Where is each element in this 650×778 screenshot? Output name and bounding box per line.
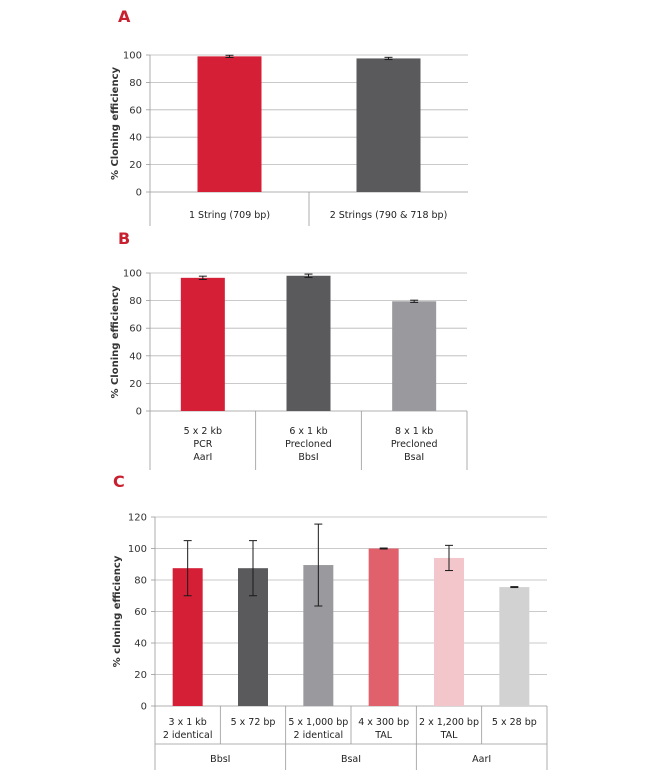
- x-tick-label: 5 x 2 kb: [184, 426, 222, 437]
- x-tick-label: 8 x 1 kb: [395, 426, 433, 437]
- bar: [368, 548, 399, 706]
- x-tick-label: 2 identical: [294, 730, 344, 741]
- x-tick-label: 2 identical: [163, 730, 213, 741]
- x-tick-label: 2 Strings (790 & 718 bp): [330, 210, 448, 221]
- y-tick-label: 0: [136, 407, 142, 418]
- bar: [356, 58, 421, 192]
- error-bar: [379, 547, 388, 550]
- y-tick-label: 40: [129, 351, 142, 362]
- error-bar: [225, 54, 234, 58]
- bar: [180, 277, 225, 411]
- x-tick-label: 4 x 300 bp: [358, 717, 409, 728]
- error-bar: [198, 275, 207, 280]
- chart-panel-a: A 0 20 40 60 80 100% Cloning efficiency 1 Strin…: [110, 7, 468, 226]
- y-tick-label: 100: [123, 269, 142, 280]
- y-tick-label: 40: [134, 639, 147, 650]
- y-tick-label: 100: [123, 51, 142, 62]
- y-tick-label: 20: [134, 670, 147, 681]
- x-tick-label: 5 x 28 bp: [492, 717, 537, 728]
- y-axis-label: % Cloning efficiency: [110, 66, 121, 180]
- y-tick-label: 80: [129, 78, 142, 89]
- x-tick-label: BsaI: [404, 452, 424, 463]
- chart-panel-c: C 0 20 40 60 80 100 120 % cloning efficiency 3 x …: [112, 472, 548, 770]
- x-tick-label: BbsI: [298, 452, 318, 463]
- x-tick-label: 5 x 1,000 bp: [288, 717, 348, 728]
- y-axis-label: % cloning efficiency: [112, 555, 123, 667]
- bar: [286, 275, 331, 411]
- y-tick-label: 20: [129, 160, 142, 171]
- y-tick-label: 80: [129, 296, 142, 307]
- bar: [499, 587, 530, 706]
- x-tick-label: PCR: [193, 439, 212, 450]
- x-tick-label: Precloned: [391, 439, 438, 450]
- panel-letter: A: [118, 7, 131, 26]
- error-bar: [510, 586, 519, 589]
- x-tick-label: 5 x 72 bp: [231, 717, 276, 728]
- panel-letter: C: [113, 472, 125, 491]
- error-bar: [304, 273, 313, 278]
- error-bar: [410, 299, 419, 303]
- y-tick-label: 120: [128, 513, 147, 524]
- chart-panel-b: B 0 20 40 60 80 100% Cloning efficiency 5 x 2 k…: [110, 229, 468, 470]
- x-tick-label: TAL: [374, 730, 393, 741]
- x-tick-label: AarI: [193, 452, 212, 463]
- y-tick-label: 60: [129, 105, 142, 116]
- y-tick-label: 60: [129, 324, 142, 335]
- group-label: BsaI: [341, 754, 361, 765]
- error-bar: [384, 56, 393, 61]
- x-tick-label: Precloned: [285, 439, 332, 450]
- y-tick-label: 40: [129, 133, 142, 144]
- x-tick-label: 2 x 1,200 bp: [419, 717, 479, 728]
- y-tick-label: 60: [134, 607, 147, 618]
- x-tick-label: 1 String (709 bp): [189, 210, 270, 221]
- group-label: BbsI: [210, 754, 230, 765]
- y-tick-label: 0: [136, 188, 142, 199]
- x-tick-label: 3 x 1 kb: [169, 717, 207, 728]
- y-tick-label: 0: [141, 702, 147, 713]
- y-tick-label: 80: [134, 576, 147, 587]
- x-tick-label: TAL: [440, 730, 459, 741]
- error-bar: [249, 540, 257, 597]
- group-label: AarI: [472, 754, 491, 765]
- bar: [434, 557, 464, 706]
- error-bar: [183, 540, 192, 597]
- error-bar: [445, 544, 453, 572]
- bar: [197, 56, 262, 193]
- y-axis-label: % Cloning efficiency: [110, 285, 121, 399]
- panel-letter: B: [118, 229, 130, 248]
- x-tick-label: 6 x 1 kb: [289, 426, 327, 437]
- y-tick-label: 100: [128, 544, 147, 555]
- y-tick-label: 20: [129, 379, 142, 390]
- bar: [392, 301, 437, 411]
- error-bar: [314, 523, 323, 607]
